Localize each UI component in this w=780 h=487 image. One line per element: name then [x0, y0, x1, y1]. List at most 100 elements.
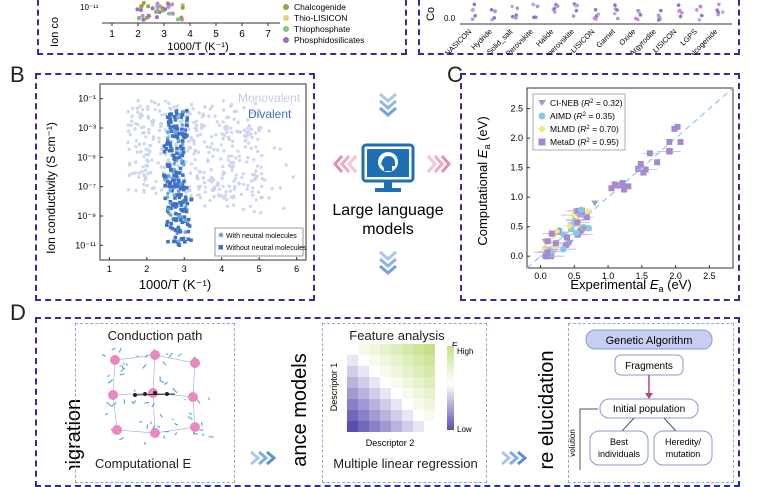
b-point-monovalent: [151, 124, 154, 127]
b-point-monovalent: [187, 146, 190, 149]
heatmap-cell: [358, 355, 369, 366]
b-point-divalent-neutral: [182, 110, 186, 114]
b-point-monovalent: [159, 125, 162, 128]
panel-b-legend-without: Without neutral molecules: [226, 245, 307, 252]
b-point-monovalent: [224, 190, 227, 193]
crystal-atom: [108, 390, 118, 400]
b-point-monovalent: [249, 147, 252, 150]
b-point-monovalent: [150, 99, 153, 102]
svg-text:ance models: ance models: [289, 353, 311, 466]
b-xtick-label: 6: [294, 264, 299, 274]
chevron-right-icon: [428, 156, 435, 172]
b-point-monovalent: [201, 112, 204, 115]
b-point-monovalent: [210, 168, 213, 171]
c-point-metad: [574, 219, 580, 225]
b-point-divalent: [185, 124, 189, 128]
b-point-monovalent: [150, 120, 153, 123]
b-point-monovalent: [220, 143, 223, 146]
ar-point: [659, 9, 663, 13]
b-point-monovalent: [142, 183, 145, 186]
b-point-monovalent: [134, 171, 137, 174]
chevron-right-icon: [251, 452, 258, 464]
b-point-monovalent: [253, 178, 256, 181]
b-point-monovalent: [238, 159, 241, 162]
panel-d-right-vertical-label: re elucidation: [525, 345, 565, 475]
b-point-divalent: [185, 109, 189, 113]
b-point-monovalent: [192, 152, 195, 155]
c-xtick-label: 0.0: [534, 271, 547, 281]
b-point-divalent: [175, 125, 179, 129]
a-point: [170, 12, 174, 16]
b-point-divalent: [174, 236, 178, 240]
b-point-divalent-neutral: [166, 192, 170, 196]
heatmap-cell: [347, 344, 358, 355]
b-point-monovalent: [230, 154, 233, 157]
a-legend-marker: [283, 4, 289, 10]
b-point-monovalent: [245, 131, 248, 134]
b-ytick-label: 10⁻¹: [78, 94, 96, 104]
panel-d-middle-vertical-label: ance models: [278, 350, 318, 470]
b-point-divalent: [166, 115, 170, 119]
genetic-algorithm-title: Genetic Algorithm: [606, 335, 693, 347]
ar-point: [721, 10, 725, 14]
b-point-monovalent: [250, 127, 253, 130]
heatmap-cell: [380, 410, 391, 421]
ar-point: [536, 5, 540, 9]
a-point: [140, 4, 144, 8]
b-point-monovalent: [244, 145, 247, 148]
c-legend-label: MLMD (R2 = 0.70): [550, 124, 619, 134]
b-point-divalent: [175, 204, 179, 208]
b-point-divalent: [165, 223, 169, 227]
a-xtick-label: 1: [109, 29, 115, 40]
b-point-monovalent: [216, 181, 219, 184]
ar-point: [597, 12, 601, 16]
b-point-monovalent: [140, 170, 143, 173]
b-point-divalent-neutral: [167, 174, 171, 178]
b-point-monovalent: [154, 180, 157, 183]
heatmap-cell: [369, 399, 380, 410]
b-point-monovalent: [244, 139, 247, 142]
b-point-divalent-neutral: [177, 215, 181, 219]
b-point-monovalent: [218, 124, 221, 127]
ar-point: [615, 8, 619, 12]
svg-text:re elucidation: re elucidation: [536, 351, 558, 470]
b-point-monovalent: [216, 120, 219, 123]
b-point-monovalent: [260, 172, 263, 175]
b-point-monovalent: [144, 169, 147, 172]
b-point-monovalent: [138, 143, 141, 146]
c-ytick-label: 0.0: [510, 251, 523, 261]
b-point-monovalent: [237, 182, 240, 185]
b-ytick-label: 10⁻³: [78, 123, 96, 133]
b-point-monovalent: [232, 203, 235, 206]
crystal-atom: [150, 428, 160, 438]
b-point-monovalent: [284, 163, 287, 166]
b-point-divalent: [174, 212, 178, 216]
feature-analysis-title: Feature analysis: [322, 328, 472, 343]
crystal-atom: [110, 355, 120, 365]
b-xtick-label: 1: [107, 264, 112, 274]
panel-b-ylabel: Ion conductivity (S cm⁻¹): [44, 122, 58, 254]
heatmap-cell: [347, 377, 358, 388]
b-point-monovalent: [226, 205, 229, 208]
chevrons-right: [428, 156, 449, 172]
b-point-divalent: [169, 168, 173, 172]
b-point-monovalent: [214, 133, 217, 136]
b-point-monovalent: [180, 119, 183, 122]
heatmap-cell: [358, 421, 369, 432]
a-legend-label: Chalcogenide: [294, 2, 346, 12]
panel-a-right-plot: Co 0.0 NASICONHydrideSolid_saltPerovskit…: [420, 0, 740, 55]
b-point-monovalent: [142, 173, 145, 176]
a-point: [137, 17, 141, 21]
heatmap-cell: [402, 421, 413, 432]
b-point-monovalent: [151, 138, 154, 141]
ar-point: [658, 15, 662, 19]
b-point-monovalent: [242, 208, 245, 211]
b-point-monovalent: [154, 192, 157, 195]
b-point-monovalent: [146, 105, 149, 108]
heatmap-cell: [358, 366, 369, 377]
c-point-metad: [564, 235, 570, 241]
panel-a-right-ylabel: Co: [425, 7, 437, 21]
b-point-monovalent: [261, 196, 264, 199]
c-point-metad: [619, 180, 625, 186]
b-point-monovalent: [192, 139, 195, 142]
